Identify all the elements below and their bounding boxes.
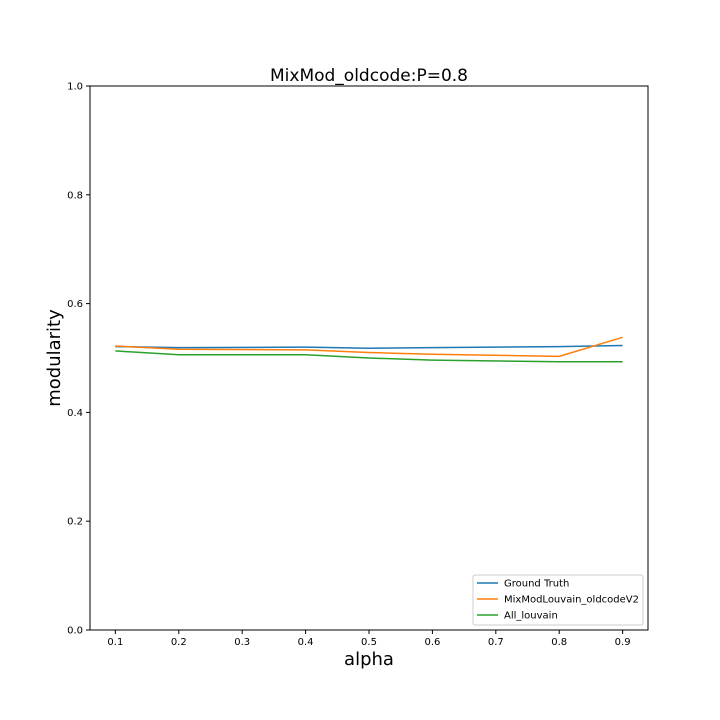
plot-area: 0.1 0.2 0.3 0.4 0.5 0.6 0.7 0.8 0.9 0.0 0.2 0.4 0.6 0… — [67, 82, 649, 648]
x-tick-label: 0.8 — [551, 637, 567, 648]
legend-label-1: Ground Truth — [504, 579, 569, 590]
x-tick-label: 0.2 — [171, 637, 187, 648]
x-axis-label: alpha — [344, 649, 394, 670]
x-tick-label: 0.1 — [107, 637, 123, 648]
x-tick-label: 0.4 — [298, 637, 314, 648]
legend-box — [472, 574, 644, 626]
x-tick-label: 0.6 — [424, 637, 440, 648]
y-tick-label: 0.2 — [67, 517, 83, 528]
series-line-2 — [115, 336, 623, 358]
x-tick-label: 0.9 — [615, 637, 631, 648]
legend-label-3: All_louvain — [504, 611, 558, 622]
y-tick-label: 0.4 — [67, 408, 83, 419]
x-tick-label: 0.5 — [361, 637, 377, 648]
x-tick-label: 0.7 — [488, 637, 504, 648]
chart-title: MixMod_oldcode:P=0.8 — [270, 66, 468, 86]
y-tick-label: 1.0 — [67, 82, 83, 93]
legend: Ground Truth MixModLouvain_oldcodeV2 All_l… — [472, 574, 644, 626]
y-tick-label: 0.6 — [67, 299, 83, 310]
series-line-3 — [115, 350, 623, 363]
series-line-1 — [115, 344, 623, 349]
legend-label-2: MixModLouvain_oldcodeV2 — [504, 595, 639, 606]
y-tick-label: 0.8 — [67, 190, 83, 201]
x-tick-label: 0.3 — [234, 637, 250, 648]
y-axis-label: modularity — [44, 309, 65, 407]
y-tick-label: 0.0 — [67, 626, 83, 637]
